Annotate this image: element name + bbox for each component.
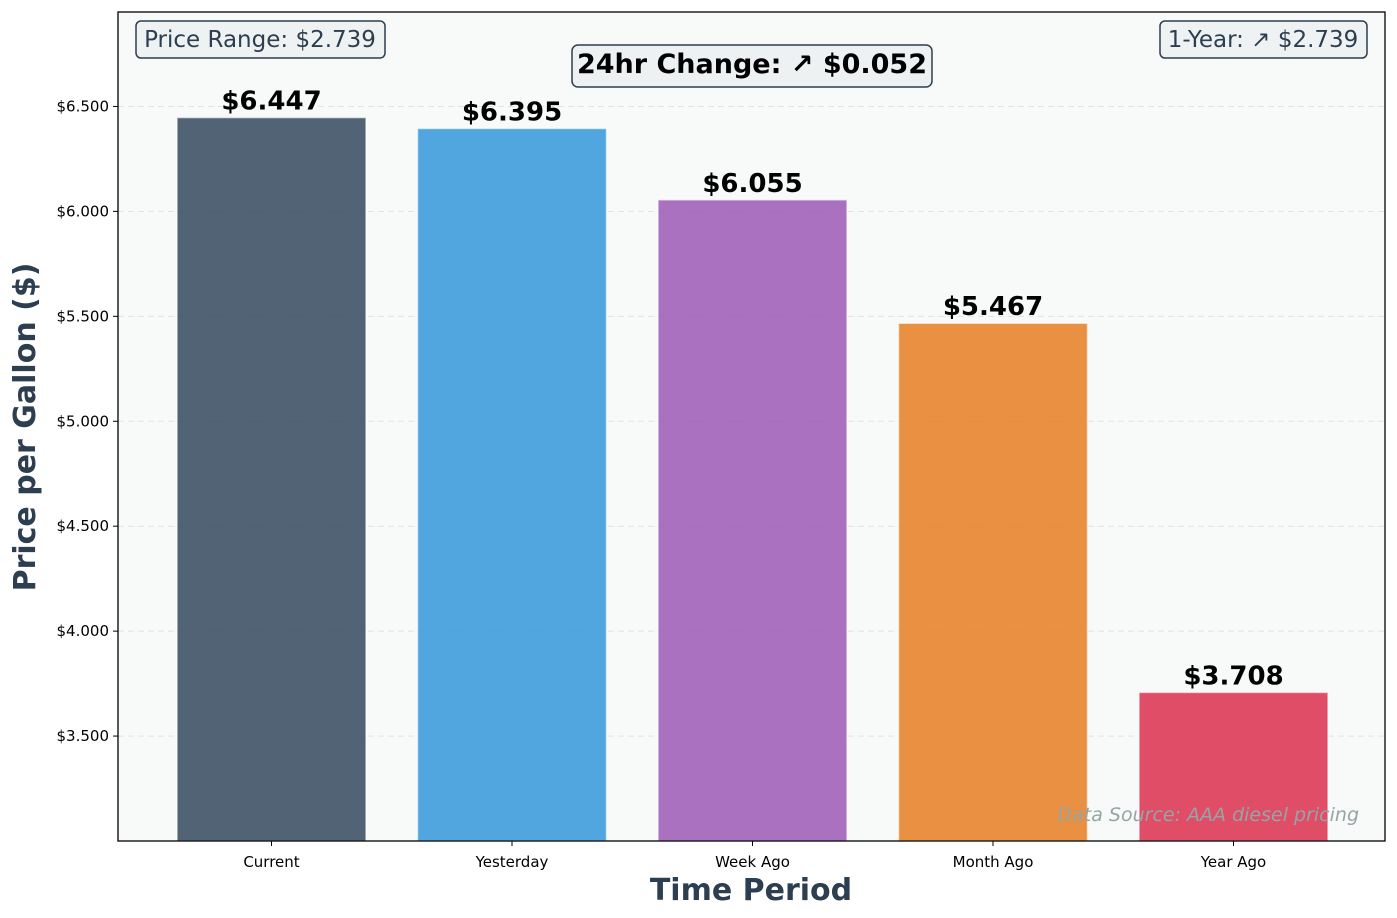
y-tick-label: $5.000	[57, 412, 110, 430]
y-tick-label: $4.500	[57, 517, 110, 535]
y-tick-label: $4.000	[57, 622, 110, 640]
x-axis-ticks: Current Yesterday Week Ago Month Ago Year Ag…	[243, 841, 1266, 871]
change-24hr-text: 24hr Change: ↗ $0.052	[577, 49, 927, 80]
y-axis-ticks: $3.500 $4.000 $4.500 $5.000 $5.500 $6.000 $6.5…	[57, 97, 118, 745]
one-year-box: 1-Year: ↗ $2.739	[1159, 20, 1368, 59]
x-axis-title: Time Period	[650, 873, 852, 908]
x-tick-label: Year Ago	[1200, 853, 1267, 871]
y-tick-label: $6.500	[57, 97, 110, 115]
x-tick-label: Current	[243, 853, 299, 871]
y-tick-label: $5.500	[57, 307, 110, 325]
value-label: $3.708	[1183, 661, 1283, 691]
x-tick-label: Month Ago	[953, 853, 1034, 871]
price-range-box: Price Range: $2.739	[135, 20, 386, 59]
value-label: $6.055	[702, 169, 802, 199]
y-tick-label: $6.000	[57, 202, 110, 220]
bar-yesterday	[416, 127, 608, 842]
price-range-text: Price Range: $2.739	[144, 27, 376, 53]
bar-month-ago	[897, 322, 1089, 842]
bar-week-ago	[657, 199, 848, 842]
y-axis-title: Price per Gallon ($)	[8, 263, 43, 592]
plot-frame	[117, 11, 1386, 842]
value-label: $6.395	[462, 97, 562, 127]
x-tick-label: Yesterday	[475, 853, 549, 871]
value-label: $6.447	[221, 87, 321, 117]
one-year-text: 1-Year: ↗ $2.739	[1168, 27, 1359, 53]
bar-current	[176, 116, 367, 842]
value-label: $5.467	[943, 292, 1043, 322]
y-tick-label: $3.500	[57, 727, 110, 745]
data-source-text: Data Source: AAA diesel pricing	[1058, 804, 1359, 826]
value-labels: $6.447 $6.395 $6.055 $5.467 $3.708	[221, 87, 1283, 692]
bar-year-ago	[1138, 691, 1329, 842]
x-tick-label: Week Ago	[715, 853, 790, 871]
change-24hr-box: 24hr Change: ↗ $0.052	[571, 44, 933, 88]
